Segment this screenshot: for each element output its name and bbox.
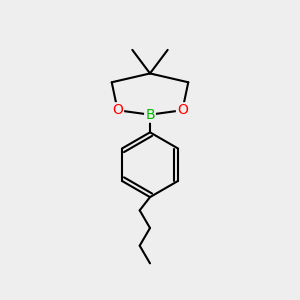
Text: O: O bbox=[177, 103, 188, 117]
Text: B: B bbox=[145, 108, 155, 122]
Text: O: O bbox=[112, 103, 123, 117]
